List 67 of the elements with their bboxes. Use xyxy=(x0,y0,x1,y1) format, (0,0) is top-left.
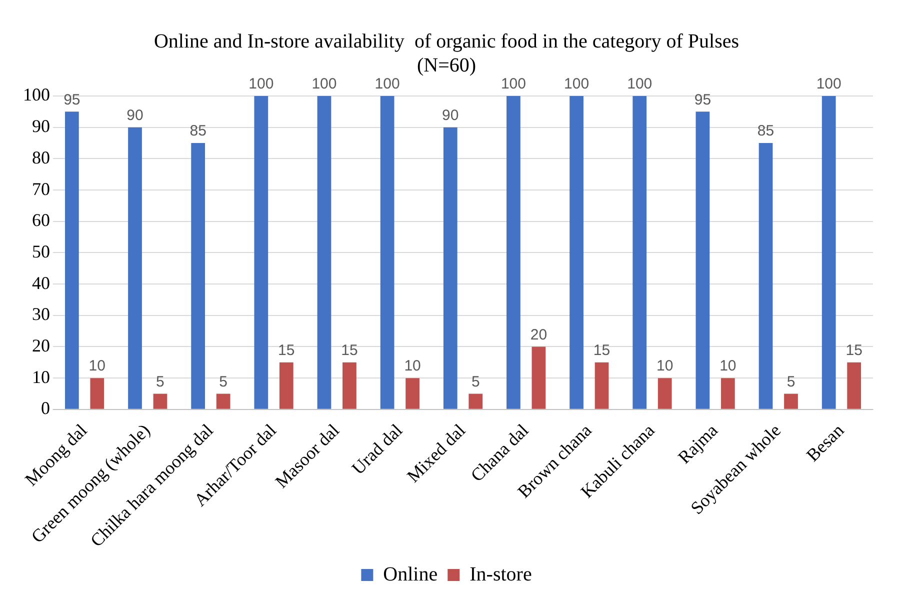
y-tick-label: 20 xyxy=(32,335,50,356)
bar xyxy=(279,362,294,409)
y-tick-label: 40 xyxy=(32,272,50,293)
data-label: 100 xyxy=(374,76,400,93)
legend-label: In-store xyxy=(470,563,532,586)
bar xyxy=(632,96,647,409)
data-label: 95 xyxy=(64,91,80,108)
bar xyxy=(191,143,206,409)
bar xyxy=(153,394,168,409)
bar xyxy=(720,378,735,409)
bar xyxy=(254,96,268,409)
y-tick-label: 50 xyxy=(32,241,50,262)
data-label: 100 xyxy=(312,76,337,93)
bar xyxy=(532,346,546,409)
chart-subtitle: (N=60) xyxy=(416,54,476,76)
y-tick-label: 70 xyxy=(32,178,50,199)
data-label: 5 xyxy=(471,373,480,390)
data-label: 90 xyxy=(126,106,144,124)
y-tick-label: 10 xyxy=(32,366,50,387)
bar xyxy=(506,96,520,409)
data-label: 5 xyxy=(786,373,796,390)
data-label: 95 xyxy=(694,91,712,108)
bar xyxy=(594,362,609,409)
bar xyxy=(443,127,458,409)
legend-label: Online xyxy=(383,563,438,586)
data-label: 10 xyxy=(88,358,106,375)
data-label: 10 xyxy=(656,358,674,375)
bar xyxy=(758,143,773,409)
data-label: 15 xyxy=(341,342,358,360)
data-label: 90 xyxy=(442,106,459,124)
y-tick-label: 90 xyxy=(32,116,50,136)
y-tick-label: 30 xyxy=(32,304,50,324)
data-label: 100 xyxy=(816,76,842,93)
y-tick-label: 80 xyxy=(32,147,50,168)
y-tick-label: 0 xyxy=(41,398,50,418)
bar xyxy=(64,112,79,409)
bar xyxy=(342,362,356,409)
data-label: 100 xyxy=(248,76,274,93)
y-tick-label: 60 xyxy=(32,210,50,230)
data-label: 85 xyxy=(757,122,774,140)
bar xyxy=(847,362,862,409)
bar xyxy=(380,96,394,409)
bar xyxy=(128,127,142,409)
data-label: 85 xyxy=(190,122,206,140)
data-label: 100 xyxy=(627,76,652,93)
bar xyxy=(658,378,672,409)
data-label: 10 xyxy=(404,358,421,375)
data-label: 5 xyxy=(156,373,164,390)
bar xyxy=(468,394,483,409)
data-label: 100 xyxy=(500,76,526,93)
bar xyxy=(317,96,332,409)
bar xyxy=(696,112,710,409)
y-tick-label: 100 xyxy=(23,84,50,105)
chart-title: Online and In-store availability of organic food in the category of Pulses xyxy=(154,30,740,52)
bar xyxy=(784,394,798,409)
bar xyxy=(216,394,230,409)
data-label: 100 xyxy=(564,76,590,93)
data-label: 10 xyxy=(720,358,736,375)
bar xyxy=(822,96,836,409)
data-label: 5 xyxy=(219,373,228,390)
data-label: 15 xyxy=(278,342,295,360)
bar xyxy=(406,378,420,409)
data-label: 20 xyxy=(530,326,548,344)
bar xyxy=(570,96,584,409)
data-label: 15 xyxy=(593,342,610,360)
data-label: 15 xyxy=(846,342,862,360)
bar xyxy=(90,378,104,409)
